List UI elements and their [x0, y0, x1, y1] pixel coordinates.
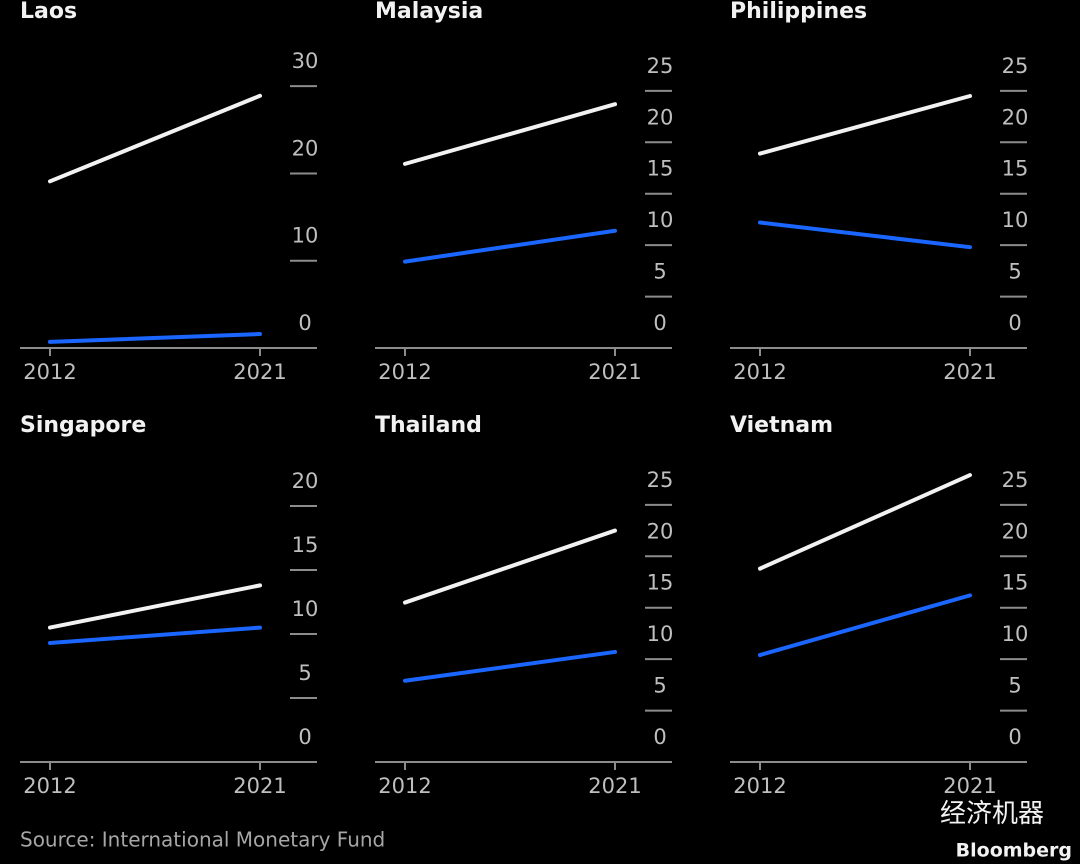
- y-tick-label: 15: [292, 533, 319, 557]
- panel-title: Vietnam: [730, 413, 833, 438]
- y-tick-label: 0: [298, 725, 311, 749]
- series-line: [758, 473, 972, 571]
- y-tick-label: 20: [647, 105, 674, 129]
- y-tick-label: 20: [647, 519, 674, 543]
- x-tick-label: 2012: [378, 774, 431, 798]
- y-tick-label: 20: [292, 136, 319, 160]
- y-tick-label: 5: [298, 661, 311, 685]
- panel-title: Philippines: [730, 0, 867, 24]
- panel-title: Singapore: [20, 413, 146, 438]
- y-tick-label: 15: [647, 157, 674, 181]
- series-line: [403, 528, 617, 605]
- x-tick-label: 2012: [733, 360, 786, 384]
- y-tick-label: 25: [647, 54, 674, 78]
- y-tick-label: 10: [1002, 622, 1029, 646]
- y-tick-label: 0: [653, 725, 666, 749]
- series-line: [758, 593, 972, 658]
- y-tick-label: 30: [292, 49, 319, 73]
- x-tick-label: 2021: [943, 360, 996, 384]
- x-tick-label: 2021: [233, 774, 286, 798]
- x-tick-label: 2012: [23, 360, 76, 384]
- x-tick-label: 2021: [943, 774, 996, 798]
- y-tick-label: 5: [653, 674, 666, 698]
- y-tick-label: 0: [1008, 311, 1021, 335]
- y-tick-label: 5: [653, 260, 666, 284]
- x-tick-label: 2012: [733, 774, 786, 798]
- x-tick-label: 2012: [23, 774, 76, 798]
- y-tick-label: 20: [1002, 519, 1029, 543]
- series-line: [48, 625, 262, 645]
- y-tick-label: 10: [292, 597, 319, 621]
- watermark: 经济机器: [940, 798, 1044, 828]
- x-tick-label: 2021: [588, 774, 641, 798]
- brand: Bloomberg: [956, 840, 1072, 862]
- y-tick-label: 15: [1002, 157, 1029, 181]
- panel-title: Laos: [20, 0, 77, 24]
- x-tick-label: 2021: [233, 360, 286, 384]
- y-tick-label: 10: [292, 224, 319, 248]
- y-tick-label: 10: [1002, 208, 1029, 232]
- y-tick-label: 15: [647, 571, 674, 595]
- series-line: [48, 583, 262, 630]
- series-line: [48, 332, 262, 344]
- y-tick-label: 0: [653, 311, 666, 335]
- y-tick-label: 25: [647, 468, 674, 492]
- y-tick-label: 10: [647, 208, 674, 232]
- y-tick-label: 20: [1002, 105, 1029, 129]
- series-line: [48, 93, 262, 184]
- y-tick-label: 5: [1008, 674, 1021, 698]
- series-line: [403, 228, 617, 264]
- y-tick-label: 10: [647, 622, 674, 646]
- y-tick-label: 5: [1008, 260, 1021, 284]
- panel-title: Thailand: [375, 413, 482, 438]
- y-tick-label: 0: [298, 311, 311, 335]
- y-tick-label: 25: [1002, 468, 1029, 492]
- y-tick-label: 20: [292, 469, 319, 493]
- series-line: [758, 94, 972, 156]
- x-tick-label: 2012: [378, 360, 431, 384]
- y-tick-label: 25: [1002, 54, 1029, 78]
- y-tick-label: 15: [1002, 571, 1029, 595]
- panel-title: Malaysia: [375, 0, 483, 24]
- series-line: [403, 649, 617, 683]
- series-line: [758, 220, 972, 250]
- source: Source: International Monetary Fund: [20, 828, 385, 852]
- x-tick-label: 2021: [588, 360, 641, 384]
- series-line: [403, 102, 617, 166]
- y-tick-label: 0: [1008, 725, 1021, 749]
